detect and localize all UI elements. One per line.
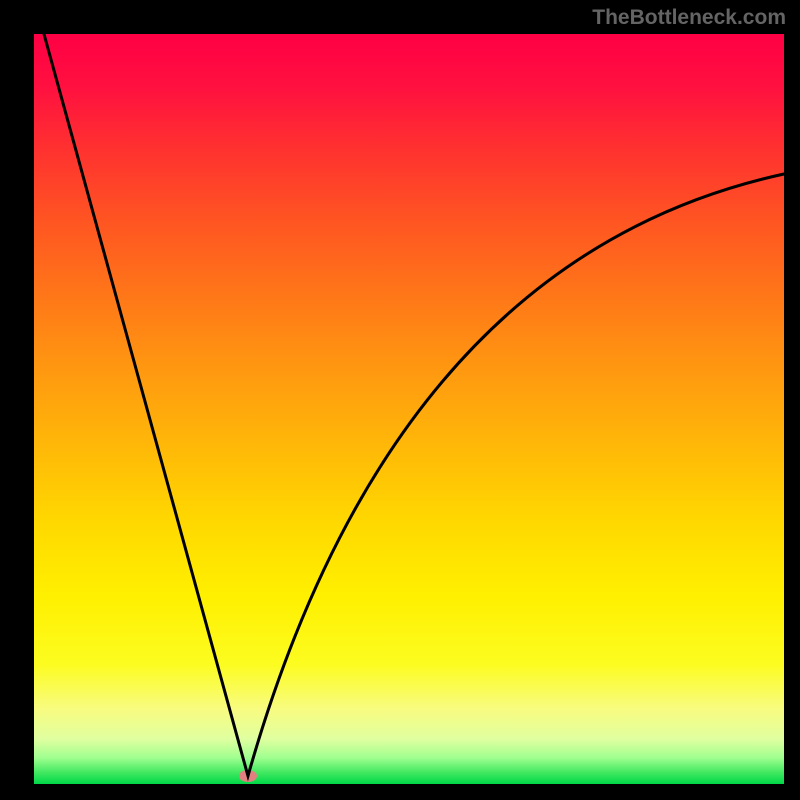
chart-frame: TheBottleneck.com [0,0,800,800]
bottleneck-chart [0,0,800,800]
watermark-text: TheBottleneck.com [592,6,786,30]
